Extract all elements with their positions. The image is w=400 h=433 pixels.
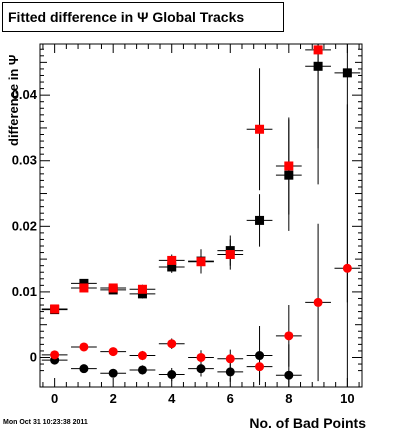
data-point-circle bbox=[167, 370, 177, 380]
data-point-square bbox=[255, 215, 265, 225]
x-tick-label: 2 bbox=[110, 391, 117, 406]
y-tick-label: 0.03 bbox=[12, 153, 37, 168]
data-point-circle bbox=[79, 342, 89, 352]
series-0 bbox=[41, 44, 361, 315]
x-tick-label: 0 bbox=[51, 391, 58, 406]
data-point-square bbox=[79, 283, 89, 293]
y-tick-label: 0 bbox=[30, 349, 37, 364]
data-point-square bbox=[50, 304, 60, 314]
x-tick-label: 6 bbox=[227, 391, 234, 406]
x-axis-label: No. of Bad Points bbox=[249, 415, 366, 431]
plot-frame bbox=[39, 43, 363, 388]
y-tick-label: 0.04 bbox=[12, 87, 38, 102]
data-point-circle bbox=[225, 367, 235, 377]
data-point-circle bbox=[284, 331, 294, 341]
chart-title: Fitted difference in Ψ Global Tracks bbox=[8, 9, 245, 25]
data-point-circle bbox=[313, 297, 323, 307]
data-point-square bbox=[225, 250, 235, 260]
data-point-circle bbox=[79, 364, 89, 374]
chart-title-box: Fitted difference in Ψ Global Tracks bbox=[2, 2, 284, 32]
data-point-square bbox=[167, 255, 177, 265]
timestamp: Mon Oct 31 10:23:38 2011 bbox=[3, 419, 88, 426]
data-point-square bbox=[196, 257, 206, 267]
data-point-circle bbox=[255, 362, 265, 372]
data-point-circle bbox=[137, 351, 147, 361]
data-point-circle bbox=[196, 352, 206, 362]
data-point-square bbox=[108, 283, 118, 293]
data-point-circle bbox=[284, 370, 294, 380]
data-point-circle bbox=[225, 354, 235, 364]
x-tick-label: 4 bbox=[168, 391, 176, 406]
data-point-square bbox=[79, 278, 89, 288]
data-point-square bbox=[313, 45, 323, 55]
data-point-square bbox=[284, 161, 294, 171]
series-1 bbox=[41, 44, 331, 314]
data-point-square bbox=[342, 68, 352, 78]
series-2 bbox=[41, 326, 302, 387]
y-tick-label: 0.02 bbox=[12, 218, 37, 233]
series-3 bbox=[41, 104, 361, 387]
data-point-circle bbox=[167, 339, 177, 349]
data-point-square bbox=[137, 284, 147, 294]
x-tick-label: 10 bbox=[340, 391, 354, 406]
y-tick-label: 0.01 bbox=[12, 284, 37, 299]
x-tick-label: 8 bbox=[285, 391, 292, 406]
data-point-circle bbox=[108, 368, 118, 378]
data-point-circle bbox=[196, 364, 206, 374]
data-point-square bbox=[255, 124, 265, 134]
data-point-circle bbox=[137, 365, 147, 375]
data-point-circle bbox=[50, 350, 60, 360]
data-point-circle bbox=[108, 347, 118, 357]
y-axis-label: difference in Ψ bbox=[6, 55, 21, 146]
data-point-circle bbox=[342, 263, 352, 273]
data-point-square bbox=[167, 262, 177, 272]
